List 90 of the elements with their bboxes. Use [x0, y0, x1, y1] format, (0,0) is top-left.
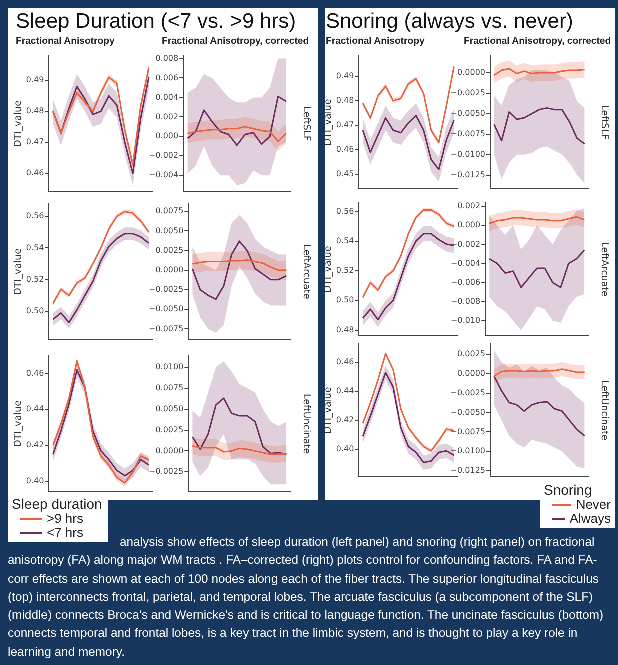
y-tick-label: −0.0025 [148, 285, 184, 294]
legend-label: Never [576, 497, 611, 512]
y-tick-label: −0.0125 [450, 170, 486, 180]
y-axis-title: DTI_value [13, 248, 24, 296]
y-axis-title: DTI_value [323, 246, 334, 293]
legend-title: Sleep duration [12, 496, 104, 512]
y-tick-label: −0.0025 [450, 388, 486, 398]
y-tick-label: 0.0025 [156, 425, 184, 434]
y-tick-label: −0.004 [148, 170, 179, 180]
y-tick-label: 0.46 [26, 368, 44, 378]
y-tick-label: −0.002 [148, 151, 179, 160]
y-tick-label: 0.0000 [458, 369, 486, 378]
y-tick-label: 0.42 [26, 440, 44, 450]
y-tick-label: 0.004 [156, 92, 179, 102]
y-tick-label: −0.0050 [450, 408, 486, 417]
y-tick-label: 0.42 [336, 416, 354, 425]
y-tick-label: 0.0000 [458, 68, 486, 78]
y-tick-label: 0.40 [336, 444, 354, 454]
chart-subtitle: Fractional Anisotropy [326, 36, 425, 47]
y-tick-label: 0.48 [336, 96, 354, 106]
y-tick-label: 0.008 [156, 54, 179, 63]
y-tick-label: 0.46 [336, 145, 354, 154]
y-tick-label: 0.46 [336, 358, 354, 367]
y2-axis-title: LeftSLF [300, 106, 312, 142]
chart-subtitle: Fractional Anisotropy, corrected [464, 36, 612, 47]
y-tick-label: 0.0000 [156, 266, 184, 275]
y-tick-label: −0.0025 [450, 88, 486, 98]
y-tick-label: 0.46 [26, 168, 44, 178]
y-tick-label: −0.008 [450, 296, 481, 306]
y2-axis-title: LeftSLF [598, 105, 610, 140]
y-tick-label: −0.0100 [450, 446, 486, 456]
y-tick-label: 0.006 [156, 73, 179, 82]
y-tick-label: −0.0050 [450, 108, 486, 118]
y-tick-label: 0.49 [26, 76, 44, 85]
y-tick-label: −0.006 [450, 278, 481, 287]
chart-subtitle: Fractional Anisotropy [16, 36, 115, 47]
y-tick-label: 0.50 [26, 306, 44, 316]
y-tick-label: −0.0075 [148, 324, 184, 334]
y-tick-label: 0.000 [458, 220, 481, 230]
y-tick-label: 0.0100 [156, 362, 184, 372]
y-tick-label: 0.48 [26, 106, 44, 116]
y-tick-label: 0.44 [26, 404, 44, 414]
y-tick-label: 0.0050 [156, 404, 184, 414]
y-tick-label: −0.0075 [450, 427, 486, 436]
y-tick-label: 0.56 [336, 206, 354, 216]
legend-label: >9 hrs [47, 511, 84, 526]
y-tick-label: 0.47 [336, 120, 354, 130]
y-axis-title: DTI_value [323, 99, 334, 146]
y-tick-label: 0.47 [26, 138, 44, 147]
y-tick-label: 0.0075 [156, 384, 184, 393]
y-tick-label: −0.0025 [148, 467, 184, 476]
y-tick-label: 0.0025 [156, 246, 184, 255]
y-tick-label: 0.50 [336, 296, 354, 305]
chart-title: Sleep Duration (<7 vs. >9 hrs) [16, 10, 296, 34]
y-tick-label: 0.56 [26, 212, 44, 221]
y-tick-label: 0.49 [336, 72, 354, 81]
y-tick-label: −0.0125 [450, 466, 486, 476]
chart-subtitle: Fractional Anisotropy, corrected [162, 36, 310, 47]
y-tick-label: 0.52 [336, 266, 354, 276]
y-tick-label: 0.0050 [156, 226, 184, 236]
y2-axis-title: LeftUncinate [598, 380, 610, 441]
chart-title: Snoring (always vs. never) [326, 10, 574, 34]
legend-label: Always [570, 511, 611, 526]
y-tick-label: −0.002 [450, 240, 481, 249]
y-tick-label: 0.40 [26, 476, 44, 486]
y-tick-label: 0.45 [336, 170, 354, 179]
y-tick-label: 0.54 [336, 236, 354, 246]
y-axis-title: DTI_value [323, 387, 334, 434]
y-tick-label: 0.48 [336, 325, 354, 334]
y-tick-label: 0.000 [156, 132, 179, 141]
y2-axis-title: LeftUncinate [300, 394, 312, 454]
y-tick-label: 0.52 [26, 275, 44, 284]
y-tick-label: −0.010 [450, 316, 481, 326]
y-tick-label: 0.0075 [156, 206, 184, 216]
y-tick-label: 0.0000 [156, 446, 184, 456]
y-tick-label: −0.0075 [450, 129, 486, 138]
y-tick-label: 0.002 [458, 202, 481, 211]
legend-label: <7 hrs [47, 525, 84, 540]
y2-axis-title: LeftArcuate [300, 244, 312, 300]
y-axis-title: DTI_value [13, 100, 24, 148]
legend-title: Snoring [544, 482, 594, 498]
y-tick-label: −0.004 [450, 258, 481, 268]
y-tick-label: 0.54 [26, 243, 44, 252]
y2-axis-title: LeftArcuate [598, 242, 610, 297]
y-tick-label: −0.0100 [450, 150, 486, 159]
y-tick-label: 0.44 [336, 386, 354, 396]
y-tick-label: 0.0025 [458, 350, 486, 359]
y-tick-label: −0.0050 [148, 304, 184, 314]
y-axis-title: DTI_value [13, 400, 24, 448]
y-tick-label: 0.002 [156, 112, 179, 122]
